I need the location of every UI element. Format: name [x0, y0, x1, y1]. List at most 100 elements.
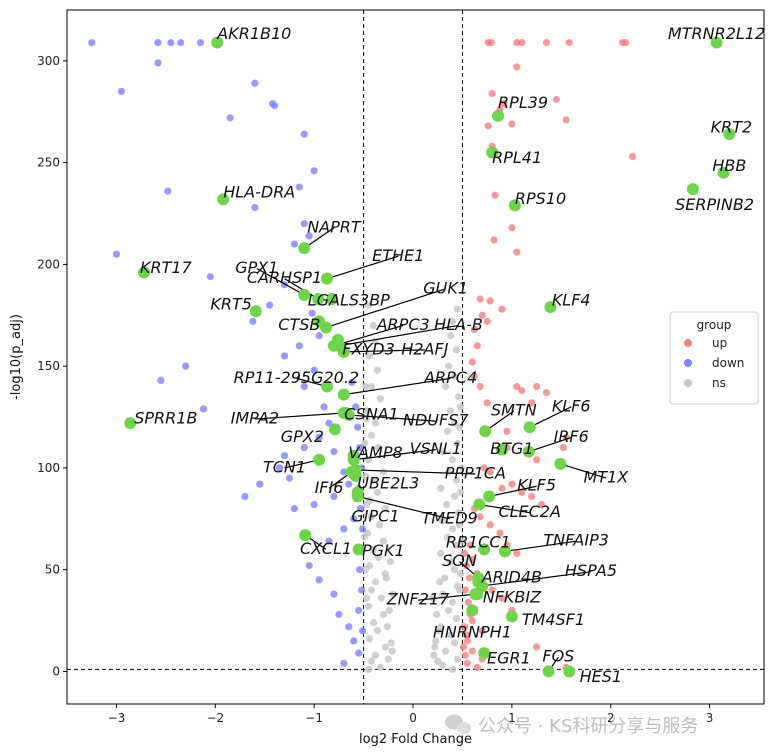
point-ns — [452, 476, 461, 484]
highlight-point — [508, 199, 521, 212]
point-down — [300, 220, 308, 228]
point-ns — [369, 545, 378, 553]
gene-label: GUK1 — [423, 278, 468, 297]
point-up — [518, 488, 526, 496]
point-up — [478, 311, 486, 319]
point-ns — [446, 332, 455, 340]
highlight-point — [345, 465, 358, 478]
point-down — [271, 102, 279, 110]
point-up — [491, 191, 499, 199]
x-tick-label: −3 — [108, 711, 126, 725]
gene-label: LGALS3BP — [308, 291, 390, 310]
point-down — [275, 464, 284, 472]
point-down — [256, 480, 264, 488]
point-ns — [375, 521, 384, 529]
gene-label: RB1CC1 — [446, 533, 511, 552]
point-ns — [371, 419, 380, 427]
point-down — [196, 38, 205, 47]
point-up — [559, 443, 567, 452]
point-up — [468, 647, 476, 655]
plot-frame — [66, 9, 765, 705]
gene-label: KRT5 — [210, 295, 252, 314]
point-ns — [376, 395, 385, 403]
leader-line — [338, 324, 459, 347]
highlight-point — [351, 490, 364, 503]
leader-line — [482, 571, 592, 587]
point-ns — [450, 566, 459, 574]
gene-label: MT1X — [583, 468, 629, 487]
point-ns — [437, 549, 445, 557]
point-up — [533, 643, 541, 651]
point-down — [249, 317, 257, 325]
y-tick-label: 150 — [37, 359, 60, 373]
point-down — [206, 273, 214, 281]
gene-label: SPRR1B — [134, 409, 197, 428]
point-ns — [450, 419, 459, 427]
highlight-point — [471, 588, 484, 601]
point-up — [503, 427, 511, 435]
highlight-point — [211, 36, 224, 49]
highlight-point — [325, 292, 338, 305]
leader-line — [417, 593, 476, 601]
point-ns — [432, 637, 440, 645]
point-up — [483, 399, 491, 407]
gene-label: RP11-295G20.2 — [234, 368, 359, 387]
point-ns — [381, 643, 389, 651]
gene-label: SON — [442, 551, 477, 570]
highlight-point — [496, 443, 509, 456]
point-ns — [453, 305, 462, 313]
highlighted-genes — [124, 36, 736, 678]
y-tick-label: 50 — [45, 563, 60, 577]
point-ns — [455, 521, 464, 529]
point-down — [290, 240, 298, 248]
point-ns — [364, 301, 373, 309]
point-up — [466, 541, 474, 549]
highlight-point — [337, 345, 350, 358]
point-down — [241, 492, 249, 501]
point-ns — [367, 657, 376, 665]
gene-label: CSNA1 — [344, 405, 399, 424]
point-down — [356, 443, 364, 452]
point-ns — [457, 537, 466, 545]
leader-line — [254, 412, 344, 420]
point-ns — [381, 505, 389, 513]
x-tick-label: −1 — [305, 711, 323, 725]
point-down — [154, 38, 162, 47]
gene-label: TCN1 — [263, 457, 306, 476]
point-down — [340, 525, 348, 533]
gene-label: PGK1 — [362, 541, 405, 560]
y-tick-label: 300 — [37, 54, 60, 68]
point-ns — [362, 500, 371, 509]
point-ns — [379, 468, 387, 476]
point-ns — [367, 382, 376, 391]
leader-line — [343, 377, 451, 396]
point-down — [348, 378, 356, 387]
point-ns — [455, 586, 464, 594]
point-up — [476, 513, 484, 521]
point-up — [518, 38, 526, 47]
point-down — [300, 443, 308, 452]
point-up — [621, 38, 630, 47]
gene-label: ARID4B — [481, 567, 542, 586]
highlight-point — [321, 272, 334, 285]
highlight-point — [138, 266, 151, 279]
point-ns — [450, 372, 459, 380]
leader-line — [325, 288, 446, 329]
y-tick-label: 250 — [37, 156, 60, 170]
point-up — [464, 598, 472, 606]
point-up — [628, 152, 637, 161]
highlight-point — [298, 288, 311, 301]
point-ns — [446, 631, 455, 639]
point-down — [285, 474, 294, 482]
highlight-point — [313, 315, 326, 328]
point-ns — [442, 647, 450, 655]
gene-labels: AKR1B10 MTRNR2L12 RPL39 KRT2 RPL41 HBB SERPINB… — [134, 24, 765, 686]
gene-label: SMTN — [491, 400, 537, 419]
point-down — [290, 505, 298, 513]
highlight-point — [217, 193, 230, 206]
point-ns — [361, 382, 370, 391]
point-up — [562, 116, 570, 124]
gene-label: ARPC4 — [423, 368, 477, 387]
point-down — [320, 403, 328, 411]
highlight-point — [542, 665, 555, 678]
